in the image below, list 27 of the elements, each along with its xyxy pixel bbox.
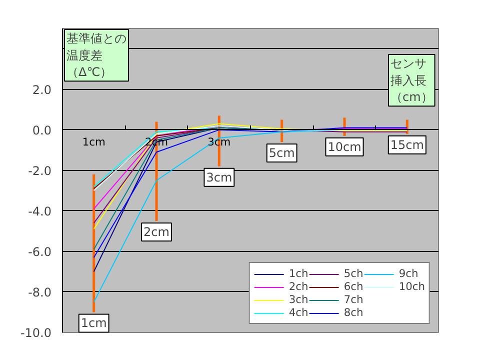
x-tick-label: 1cm <box>82 135 106 148</box>
legend-label: 5ch <box>344 267 364 280</box>
annotation: 5cm <box>268 146 295 160</box>
annotation: 15cm <box>390 138 424 152</box>
legend-label: 4ch <box>288 306 309 319</box>
y-tick-label: -10.0 <box>20 326 52 340</box>
annotation: 2cm <box>144 225 170 240</box>
annotation: 1cm <box>80 316 107 330</box>
annotation: 3cm <box>206 170 232 184</box>
legend-label: 9ch <box>398 267 419 280</box>
y-tick-label: 2.0 <box>32 82 52 97</box>
bar <box>92 174 96 312</box>
y-tick-label: -8.0 <box>28 285 52 300</box>
y-tick-label: -4.0 <box>28 204 52 218</box>
legend-label: 3ch <box>288 293 309 306</box>
y-tick-label: -2.0 <box>28 164 52 178</box>
annotation: 10cm <box>328 140 362 154</box>
y-tick-label: 0.0 <box>32 123 52 138</box>
x-axis-title: センサ挿入長（cm） <box>390 56 433 104</box>
y-tick-label: -6.0 <box>28 244 52 259</box>
legend-label: 10ch <box>398 280 425 293</box>
legend-label: 1ch <box>288 267 309 280</box>
y-axis-title: 基準値との温度差（Δ℃） <box>66 32 126 80</box>
legend-label: 8ch <box>344 306 364 319</box>
legend-label: 2ch <box>288 280 309 293</box>
legend-label: 7ch <box>344 293 364 306</box>
legend-label: 6ch <box>344 280 364 293</box>
